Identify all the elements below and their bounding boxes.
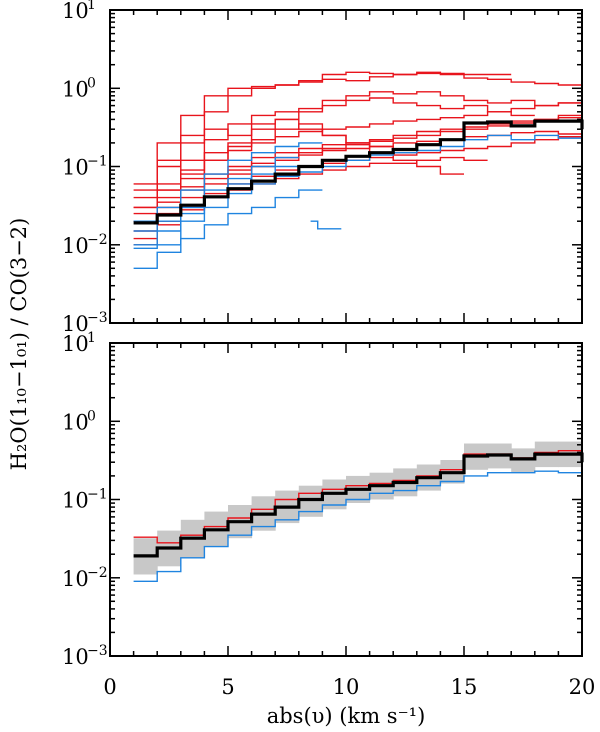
x-tick-label: 20 xyxy=(569,675,596,699)
red-series-line xyxy=(133,100,583,209)
blue-series-line xyxy=(133,134,583,249)
red-series-line xyxy=(133,130,583,232)
y-tick-label-exponent: −2 xyxy=(87,565,108,581)
x-tick-label: 15 xyxy=(451,675,478,699)
y-tick-label-base: 10 xyxy=(62,312,89,336)
y-tick-label-exponent: 0 xyxy=(87,408,96,424)
x-tick-label: 0 xyxy=(103,675,116,699)
y-tick-label-exponent: −3 xyxy=(87,310,108,326)
y-tick-label-base: 10 xyxy=(62,77,89,101)
y-tick-label-exponent: 0 xyxy=(87,75,96,91)
x-tick-label: 10 xyxy=(333,675,360,699)
red-series-line xyxy=(133,72,583,199)
y-tick-label-base: 10 xyxy=(62,645,89,669)
y-tick-label-exponent: −1 xyxy=(87,154,108,170)
y-tick-label-exponent: 1 xyxy=(87,330,96,346)
y-tick-label-base: 10 xyxy=(62,156,89,180)
y-tick-label-base: 10 xyxy=(62,332,89,356)
spread-band-segment xyxy=(511,448,536,473)
blue-series-line xyxy=(133,189,323,269)
y-tick-label-base: 10 xyxy=(62,410,89,434)
top-plot-frame xyxy=(109,9,583,324)
bottom-plot-frame xyxy=(109,342,583,657)
y-axis-label: H₂O(1₁₀−1₀₁) / CO(3−2) xyxy=(7,218,31,471)
x-tick-label: 5 xyxy=(221,675,234,699)
y-tick-label-exponent: −2 xyxy=(87,232,108,248)
y-tick-label-base: 10 xyxy=(62,567,89,591)
y-tick-label-base: 10 xyxy=(62,0,89,23)
median-line xyxy=(133,119,584,225)
blue-series-line xyxy=(133,470,583,582)
y-tick-label-exponent: −1 xyxy=(87,487,108,503)
median-line xyxy=(133,452,584,558)
y-tick-label-exponent: 1 xyxy=(87,0,96,13)
x-axis-label: abs(υ) (km s⁻¹) xyxy=(267,704,426,728)
y-tick-label-base: 10 xyxy=(62,489,89,513)
y-tick-label-base: 10 xyxy=(62,234,89,258)
blue-series-line xyxy=(133,156,299,232)
red-series-line xyxy=(133,91,583,209)
y-tick-label-exponent: −3 xyxy=(87,643,108,659)
blue-series-line xyxy=(310,220,342,230)
blue-series-line xyxy=(133,142,323,222)
red-series-line xyxy=(133,71,512,185)
x-tick-labels: 0 5 10 15 20 xyxy=(103,675,595,699)
